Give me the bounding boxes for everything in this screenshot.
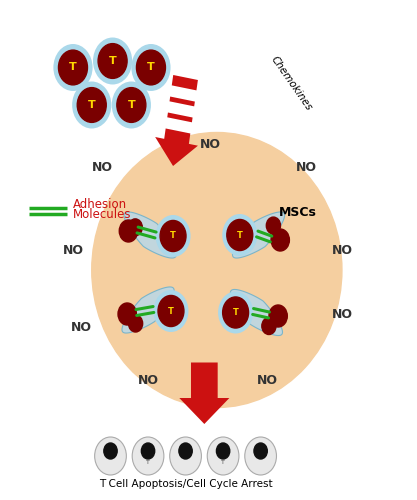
- Circle shape: [218, 292, 253, 334]
- Polygon shape: [155, 75, 198, 166]
- Text: Molecules: Molecules: [73, 208, 131, 222]
- Text: T: T: [147, 62, 155, 72]
- Text: T: T: [168, 306, 174, 316]
- Circle shape: [117, 88, 146, 122]
- Circle shape: [128, 315, 143, 332]
- Circle shape: [58, 50, 88, 85]
- Text: MSCs: MSCs: [279, 206, 317, 219]
- Polygon shape: [169, 85, 198, 102]
- Text: T: T: [69, 62, 77, 72]
- Circle shape: [245, 437, 276, 475]
- Circle shape: [112, 82, 151, 128]
- Circle shape: [170, 437, 201, 475]
- Polygon shape: [164, 117, 193, 134]
- Circle shape: [77, 88, 106, 122]
- Circle shape: [262, 318, 276, 334]
- Circle shape: [156, 215, 191, 257]
- Circle shape: [222, 214, 257, 256]
- Circle shape: [136, 50, 166, 85]
- Circle shape: [254, 443, 267, 459]
- Circle shape: [271, 229, 289, 251]
- Text: T: T: [128, 100, 135, 110]
- Circle shape: [223, 297, 249, 328]
- Circle shape: [119, 220, 138, 242]
- Circle shape: [72, 82, 111, 128]
- Circle shape: [266, 217, 281, 234]
- Text: NO: NO: [71, 321, 92, 334]
- Text: NO: NO: [332, 308, 352, 322]
- Circle shape: [128, 219, 142, 236]
- Text: NO: NO: [256, 374, 277, 386]
- Text: NO: NO: [63, 244, 83, 256]
- Circle shape: [98, 44, 127, 78]
- Text: T Cell Apoptosis/Cell Cycle Arrest: T Cell Apoptosis/Cell Cycle Arrest: [99, 479, 272, 489]
- Circle shape: [118, 303, 136, 325]
- Polygon shape: [179, 362, 229, 424]
- Circle shape: [216, 443, 230, 459]
- Polygon shape: [124, 212, 176, 258]
- Text: T: T: [170, 232, 176, 240]
- Circle shape: [131, 44, 171, 91]
- Text: NO: NO: [200, 138, 221, 151]
- Text: NO: NO: [332, 244, 352, 256]
- Circle shape: [160, 220, 186, 252]
- Text: NO: NO: [296, 161, 317, 174]
- Circle shape: [93, 38, 132, 84]
- Circle shape: [269, 305, 287, 327]
- Polygon shape: [233, 212, 284, 258]
- Text: Chemokines: Chemokines: [269, 54, 314, 112]
- Text: NO: NO: [138, 374, 158, 386]
- Text: T: T: [146, 460, 150, 464]
- Text: T: T: [237, 230, 243, 239]
- Text: T: T: [109, 56, 116, 66]
- Text: T: T: [88, 100, 95, 110]
- Circle shape: [53, 44, 93, 91]
- Circle shape: [227, 220, 253, 250]
- Text: NO: NO: [92, 161, 113, 174]
- Circle shape: [153, 290, 188, 332]
- Circle shape: [141, 443, 155, 459]
- Text: T: T: [221, 460, 225, 464]
- Ellipse shape: [92, 132, 342, 407]
- Text: Adhesion: Adhesion: [73, 198, 127, 211]
- Circle shape: [95, 437, 126, 475]
- Polygon shape: [122, 287, 174, 333]
- Circle shape: [104, 443, 117, 459]
- Circle shape: [207, 437, 239, 475]
- Polygon shape: [167, 101, 196, 118]
- Text: T: T: [233, 308, 239, 317]
- Circle shape: [158, 296, 184, 326]
- Circle shape: [132, 437, 164, 475]
- Circle shape: [179, 443, 192, 459]
- Polygon shape: [231, 290, 282, 336]
